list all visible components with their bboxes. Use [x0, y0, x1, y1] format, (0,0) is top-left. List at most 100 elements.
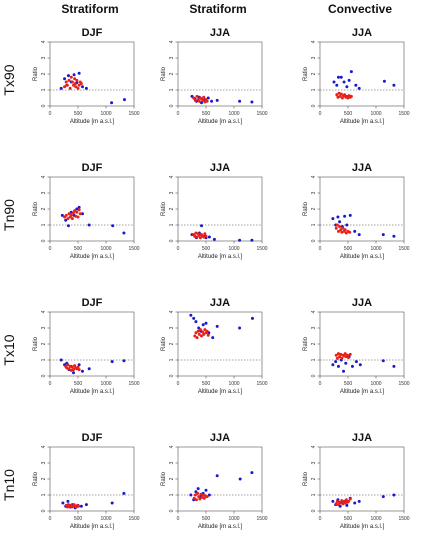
panel-title: DJF — [82, 162, 103, 174]
plot-frame — [49, 176, 135, 242]
blue-point — [200, 224, 204, 228]
column-headers: Stratiform Stratiform Convective — [61, 2, 392, 16]
blue-point — [345, 85, 349, 89]
red-point — [77, 83, 81, 87]
red-point — [348, 230, 352, 234]
red-point — [335, 93, 339, 97]
blue-point — [331, 499, 335, 503]
y-tick-label: 4 — [311, 40, 317, 43]
scatter-panel: JJA 0 500 1000 1500 0 1 2 3 4 Altitude [m a.s.l.] R… — [161, 297, 268, 395]
y-tick-label: 4 — [311, 445, 317, 448]
blue-point — [342, 80, 346, 84]
blue-point — [192, 316, 196, 320]
blue-point — [212, 237, 216, 241]
red-point — [347, 499, 351, 503]
red-point — [205, 495, 209, 499]
red-point — [340, 356, 344, 360]
x-axis-label: Altitude [m a.s.l.] — [198, 524, 243, 530]
plot-frame — [49, 446, 135, 512]
y-tick-label: 0 — [41, 104, 47, 107]
blue-point — [345, 223, 349, 227]
blue-point — [238, 99, 242, 103]
y-axis-label: Ratio — [33, 66, 39, 81]
x-tick-label: 1000 — [370, 381, 381, 387]
red-point — [67, 212, 71, 216]
panel-title: JJA — [352, 297, 372, 309]
red-point — [200, 334, 204, 338]
plot-frame — [319, 311, 405, 377]
panel-title: DJF — [82, 297, 103, 309]
y-tick-label: 0 — [169, 239, 175, 242]
blue-point — [357, 499, 361, 503]
blue-point — [110, 360, 114, 364]
y-tick-label: 0 — [169, 509, 175, 512]
blue-point — [336, 75, 340, 79]
y-tick-label: 1 — [41, 358, 47, 361]
red-point — [192, 96, 196, 100]
blue-point — [332, 80, 336, 84]
blue-point — [72, 371, 76, 375]
x-tick-label: 1500 — [128, 246, 139, 252]
y-axis-label: Ratio — [303, 471, 309, 486]
y-tick-label: 2 — [311, 207, 317, 210]
x-tick-label: 500 — [344, 381, 353, 387]
x-tick-label: 500 — [202, 246, 211, 252]
y-tick-label: 2 — [169, 72, 175, 75]
red-point — [194, 331, 198, 335]
x-tick-label: 1000 — [100, 516, 111, 522]
red-point — [203, 328, 207, 332]
x-tick-label: 1000 — [228, 516, 239, 522]
y-tick-label: 0 — [169, 374, 175, 377]
y-axis-label: Ratio — [33, 201, 39, 216]
y-tick-label: 0 — [169, 104, 175, 107]
x-tick-label: 1000 — [228, 111, 239, 117]
blue-point — [392, 493, 396, 497]
red-point — [205, 329, 209, 333]
blue-point — [196, 487, 200, 491]
blue-point — [84, 503, 88, 507]
blue-point — [210, 99, 214, 103]
x-tick-label: 500 — [74, 381, 83, 387]
y-axis-label: Ratio — [303, 336, 309, 351]
blue-point — [110, 101, 114, 105]
panel-title: JJA — [210, 432, 230, 444]
y-tick-label: 4 — [41, 310, 47, 313]
red-point — [202, 496, 206, 500]
blue-point — [238, 326, 242, 330]
red-point — [197, 332, 201, 336]
column-header-1: Stratiform — [61, 2, 118, 16]
blue-point — [349, 70, 353, 74]
scatter-panel: JJA 0 500 1000 1500 0 1 2 3 4 Altitude [m a.s.l.] R… — [303, 162, 410, 260]
blue-point — [80, 85, 84, 89]
blue-point — [348, 213, 352, 217]
blue-point — [77, 71, 81, 75]
y-tick-label: 2 — [41, 207, 47, 210]
red-point — [65, 83, 69, 87]
blue-point — [189, 313, 193, 317]
red-point — [201, 98, 205, 102]
blue-point — [66, 74, 70, 78]
x-tick-label: 0 — [319, 381, 322, 387]
panel-title: DJF — [82, 432, 103, 444]
x-axis-label: Altitude [m a.s.l.] — [340, 524, 385, 530]
red-point — [343, 93, 347, 97]
blue-point — [354, 360, 358, 364]
y-tick-label: 1 — [311, 493, 317, 496]
x-tick-label: 500 — [202, 111, 211, 117]
x-tick-label: 500 — [344, 111, 353, 117]
red-point — [67, 367, 71, 371]
x-tick-label: 0 — [177, 516, 180, 522]
x-tick-label: 500 — [344, 516, 353, 522]
blue-point — [72, 73, 76, 77]
blue-point — [207, 235, 211, 239]
red-point — [194, 498, 198, 502]
x-tick-label: 1500 — [398, 246, 409, 252]
plot-frame — [49, 41, 135, 107]
x-tick-label: 1500 — [256, 516, 267, 522]
y-tick-label: 2 — [169, 342, 175, 345]
y-tick-label: 4 — [169, 40, 175, 43]
blue-point — [206, 96, 210, 100]
red-point — [336, 503, 340, 507]
blue-point — [336, 364, 340, 368]
red-point — [204, 234, 208, 238]
